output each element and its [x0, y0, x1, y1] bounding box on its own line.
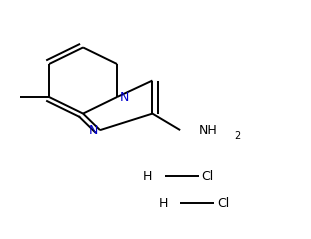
Text: Cl: Cl [202, 170, 214, 183]
Text: Cl: Cl [217, 197, 230, 210]
Text: NH: NH [199, 124, 217, 137]
Text: N: N [120, 91, 129, 103]
Text: 2: 2 [234, 131, 240, 141]
Text: H: H [158, 197, 168, 210]
Text: N: N [89, 124, 98, 137]
Text: H: H [143, 170, 152, 183]
